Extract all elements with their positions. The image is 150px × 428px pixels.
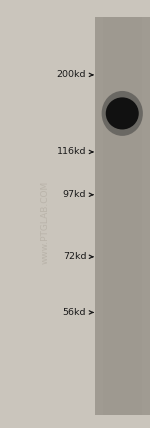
Text: 200kd: 200kd xyxy=(57,70,86,80)
Text: 56kd: 56kd xyxy=(63,308,86,317)
Bar xyxy=(95,17,150,415)
Bar xyxy=(142,17,150,415)
Text: 72kd: 72kd xyxy=(63,252,86,262)
Text: www.PTGLAB.COM: www.PTGLAB.COM xyxy=(40,181,50,264)
Ellipse shape xyxy=(102,91,143,136)
Ellipse shape xyxy=(106,98,139,130)
Text: 116kd: 116kd xyxy=(57,147,86,157)
Text: 97kd: 97kd xyxy=(63,190,86,199)
Bar xyxy=(95,17,103,415)
